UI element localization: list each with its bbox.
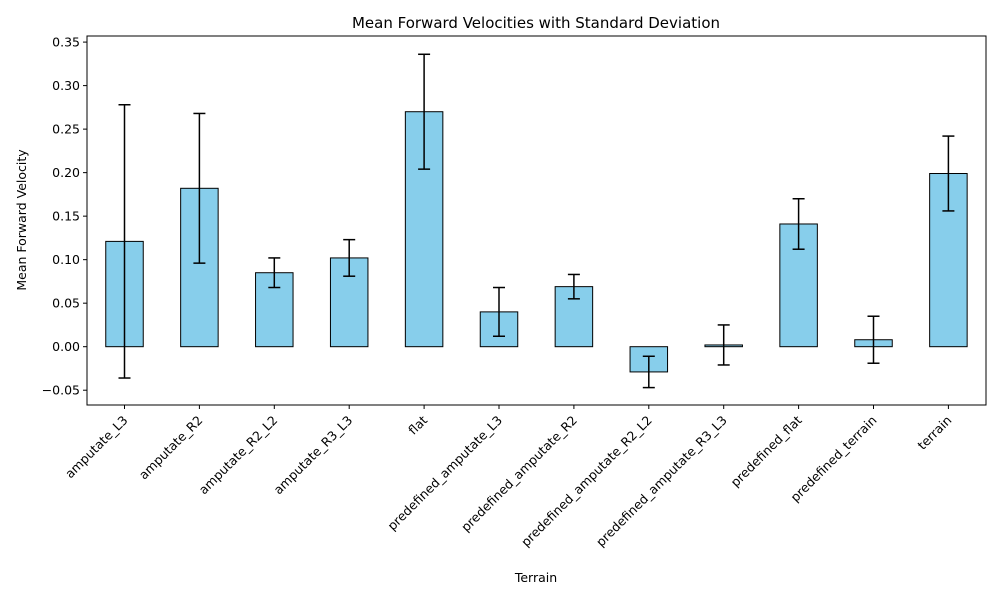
- error-bar: [268, 257, 281, 289]
- y-tick-label: 0.10: [52, 252, 80, 267]
- y-tick-label: 0.25: [52, 122, 80, 137]
- y-tick-label: −0.05: [42, 383, 80, 398]
- x-tick-label: amputate_R2: [136, 413, 206, 483]
- y-tick-label: 0.30: [52, 78, 80, 93]
- x-tick-label: predefined_amputate_R2_L2: [518, 413, 655, 550]
- error-bar: [343, 238, 356, 277]
- plot-area: amputate_L3 amputate_R2amputate_R2_L2ampu…: [42, 35, 987, 550]
- y-axis-label: Mean Forward Velocity: [14, 149, 29, 291]
- error-bar: [642, 355, 655, 389]
- error-bar: [567, 273, 580, 300]
- error-bar: [118, 104, 131, 379]
- chart-title: Mean Forward Velocities with Standard De…: [352, 14, 720, 32]
- x-tick-label: amputate_R2_L2: [196, 413, 281, 498]
- x-tick-label: predefined_flat: [727, 412, 804, 489]
- y-tick-label: 0.05: [52, 296, 80, 311]
- x-tick-label: terrain: [914, 413, 954, 453]
- error-bar: [942, 135, 955, 212]
- error-bar: [493, 286, 505, 337]
- x-axis-label: Terrain: [514, 570, 557, 585]
- x-tick-label: flat: [405, 412, 430, 437]
- x-tick-label: predefined_amputate_R3_L3: [593, 413, 730, 550]
- x-tick-label: amputate_L3: [62, 413, 131, 482]
- error-bar: [717, 324, 730, 366]
- x-tick-label: amputate_R3_L3: [271, 413, 356, 498]
- y-tick-label: 0.20: [52, 165, 80, 180]
- y-tick-label: 0.15: [52, 209, 80, 224]
- y-tick-label: 0.35: [52, 35, 80, 50]
- error-bar: [193, 112, 206, 264]
- plot-frame: [86, 35, 987, 406]
- error-bar: [792, 197, 805, 250]
- y-tick-label: 0.00: [52, 339, 80, 354]
- error-bar: [867, 315, 880, 364]
- error-bar: [418, 53, 431, 170]
